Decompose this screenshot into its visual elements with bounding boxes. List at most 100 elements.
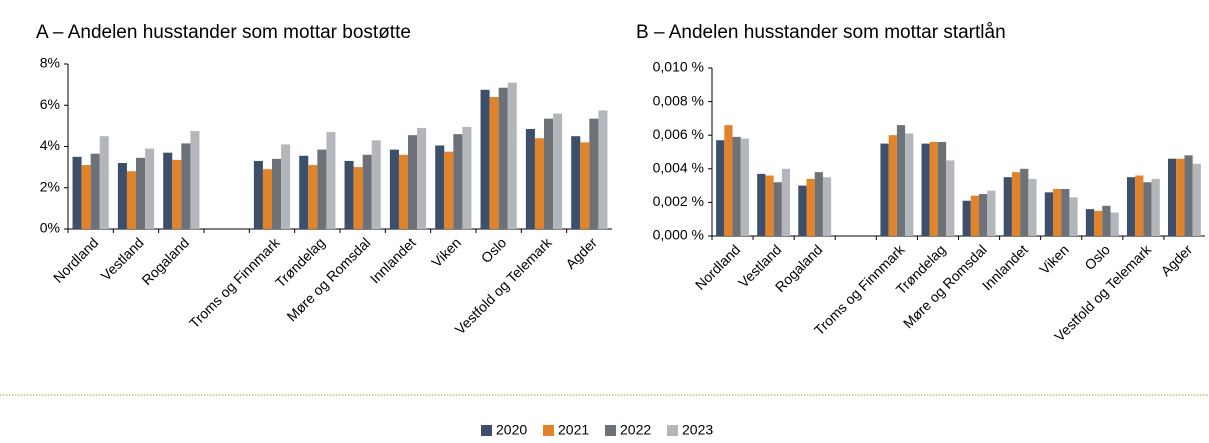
x-tick-label: Viken xyxy=(428,234,464,270)
bar xyxy=(929,141,938,236)
bar xyxy=(896,125,906,236)
bar xyxy=(181,143,191,229)
y-tick-label: 6% xyxy=(40,96,60,112)
bar xyxy=(732,136,741,236)
bar xyxy=(946,160,955,236)
bar xyxy=(905,133,914,236)
bar xyxy=(1176,158,1185,236)
bar xyxy=(1094,210,1103,236)
y-tick-label: 0,006 % xyxy=(653,126,704,142)
bar xyxy=(1102,205,1111,236)
bar xyxy=(398,154,408,229)
bar xyxy=(1184,155,1193,236)
bar xyxy=(145,148,155,229)
bar xyxy=(1052,188,1062,236)
x-tick-label: Innlandet xyxy=(979,241,1031,293)
bar xyxy=(534,138,544,229)
bar xyxy=(757,173,766,236)
bar xyxy=(417,127,427,229)
chart-title: B – Andelen husstander som mottar startl… xyxy=(636,22,1006,43)
y-tick-label: 0,010 % xyxy=(653,59,704,75)
bar xyxy=(371,140,381,229)
bar xyxy=(589,118,599,229)
x-tick-label: Innlandet xyxy=(367,234,419,286)
bar xyxy=(81,165,91,229)
bar xyxy=(408,135,418,229)
bar xyxy=(525,128,535,229)
bar xyxy=(773,182,782,236)
bar xyxy=(987,190,996,236)
bar xyxy=(740,138,749,236)
x-tick-label: Rogaland xyxy=(138,234,192,288)
x-tick-label: Nordland xyxy=(692,241,743,292)
bar xyxy=(765,175,774,236)
bar xyxy=(1126,177,1136,236)
bar xyxy=(480,89,490,229)
legend-swatch xyxy=(543,425,554,436)
bar xyxy=(716,140,725,236)
x-tick-label: Møre og Romsdal xyxy=(283,234,373,324)
bar xyxy=(507,82,517,229)
bar xyxy=(136,157,146,229)
bar xyxy=(921,143,930,236)
bar xyxy=(253,160,263,229)
bar xyxy=(1069,197,1078,236)
chart-title: A – Andelen husstander som mottar bostøt… xyxy=(36,22,411,43)
y-tick-label: 0% xyxy=(40,220,60,236)
bar xyxy=(553,113,563,229)
bar xyxy=(498,87,508,229)
bar xyxy=(1168,158,1177,236)
bar xyxy=(1135,175,1144,236)
bar xyxy=(1061,188,1070,236)
bar xyxy=(389,149,399,229)
bar xyxy=(126,171,136,229)
bar xyxy=(72,156,82,229)
y-tick-label: 0,004 % xyxy=(653,160,704,176)
bar xyxy=(1085,209,1095,236)
bar xyxy=(1003,177,1012,236)
bar xyxy=(970,195,980,236)
bar xyxy=(281,144,291,229)
bar xyxy=(453,134,463,229)
bar xyxy=(822,177,832,236)
y-tick-label: 0,002 % xyxy=(653,193,704,209)
bar xyxy=(880,143,889,236)
x-tick-label: Agder xyxy=(1157,241,1195,279)
bar xyxy=(462,126,472,229)
x-tick-label: Agder xyxy=(562,234,600,272)
legend-label: 2023 xyxy=(682,422,713,438)
bar xyxy=(580,142,590,229)
legend-label: 2021 xyxy=(558,422,589,438)
x-tick-label: Oslo xyxy=(478,234,510,266)
bar xyxy=(362,154,372,229)
bar xyxy=(353,167,363,229)
bar xyxy=(1151,178,1160,236)
bar xyxy=(962,200,971,236)
bar xyxy=(1028,178,1037,236)
bar xyxy=(544,118,554,229)
bar xyxy=(814,172,823,236)
bar xyxy=(163,152,173,229)
bar xyxy=(571,136,581,229)
bar xyxy=(90,153,100,229)
y-tick-label: 8% xyxy=(40,55,60,71)
x-tick-label: Troms og Finnmark xyxy=(186,234,283,331)
bar xyxy=(172,159,182,229)
bar xyxy=(781,168,791,236)
bar xyxy=(888,135,897,236)
y-tick-label: 2% xyxy=(40,178,60,194)
bar xyxy=(117,163,127,229)
legend-swatch xyxy=(481,425,492,436)
bar xyxy=(344,160,354,229)
bar xyxy=(299,155,309,229)
y-tick-label: 0,008 % xyxy=(653,92,704,108)
bar xyxy=(937,141,947,236)
bar xyxy=(1020,168,1029,236)
bar xyxy=(1110,212,1119,236)
legend-swatch xyxy=(667,425,678,436)
bar xyxy=(444,151,454,229)
bar xyxy=(489,97,499,229)
bar xyxy=(806,178,815,236)
bar xyxy=(435,145,445,229)
